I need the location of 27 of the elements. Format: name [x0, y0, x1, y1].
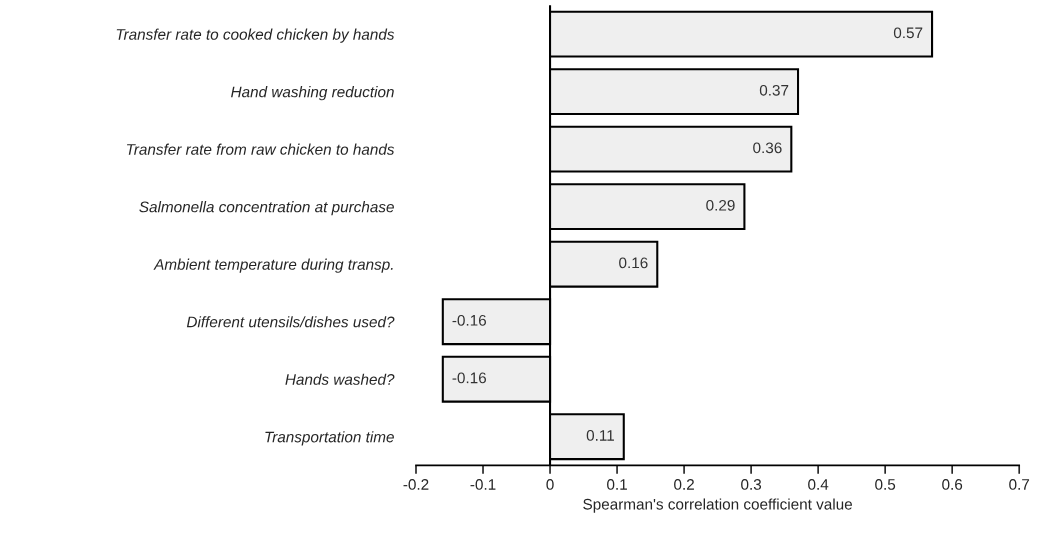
y-tick-label: Salmonella concentration at purchase: [139, 201, 394, 216]
y-tick-label: Hand washing reduction: [231, 86, 394, 101]
y-tick-label: Ambient temperature during transp.: [153, 258, 393, 273]
x-tick-label: 0.5: [875, 479, 896, 490]
x-tick-label: -0.2: [403, 479, 429, 490]
y-tick-label: Transfer rate to cooked chicken by hands: [116, 28, 395, 43]
data-label: -0.16: [452, 314, 487, 326]
y-tick-label: Transfer rate from raw chicken to hands: [126, 143, 395, 155]
data-label: 0.37: [759, 84, 789, 96]
data-label: 0.57: [893, 27, 923, 39]
y-tick-label: Hands washed?: [285, 373, 395, 385]
data-label: 0.16: [619, 257, 648, 269]
x-axis-title: Spearman's correlation coefficient value: [583, 498, 853, 513]
y-tick-label: Transportation time: [265, 431, 394, 446]
y-tick-label: Different utensils/dishes used?: [186, 316, 395, 328]
x-tick-label: 0.3: [741, 479, 762, 490]
data-label: 0.29: [706, 199, 735, 211]
data-label: 0.11: [586, 429, 614, 441]
data-label: 0.36: [753, 142, 782, 154]
x-tick-label: 0.4: [808, 479, 829, 490]
x-tick-label: 0.7: [1009, 479, 1030, 490]
data-label: -0.16: [452, 372, 487, 384]
x-tick-label: 0.1: [607, 479, 627, 490]
x-tick-label: 0.2: [674, 479, 694, 490]
x-tick-label: 0: [546, 479, 554, 490]
x-tick-label: -0.1: [470, 479, 496, 490]
x-tick-label: 0.6: [942, 479, 963, 490]
